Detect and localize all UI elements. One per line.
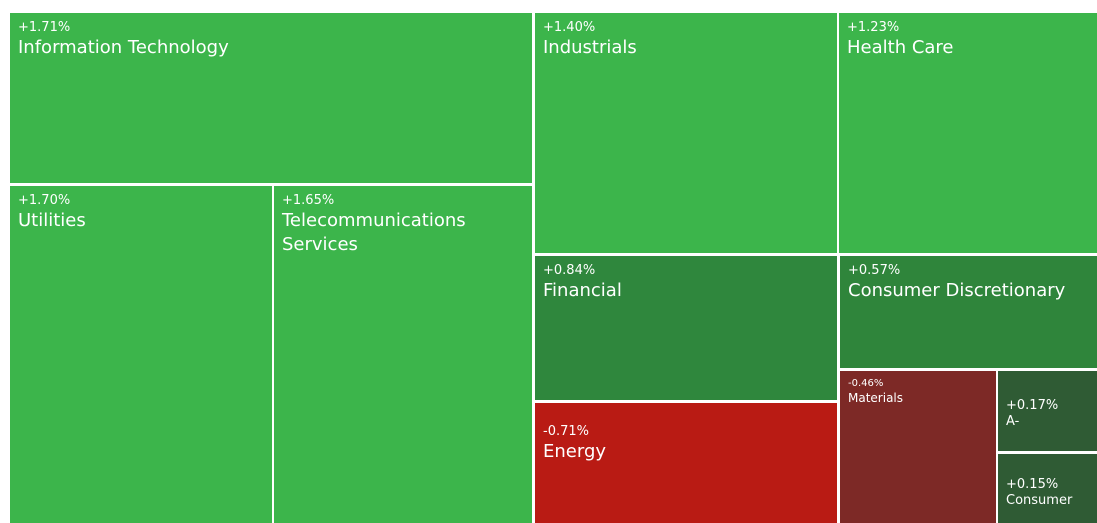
sector-change: +0.57% — [848, 263, 901, 278]
sector-name: Utilities — [18, 210, 86, 231]
sector-change: -0.71% — [543, 424, 589, 439]
sector-name: Financial — [543, 280, 622, 301]
sector-tile[interactable]: +0.17% A- — [998, 371, 1097, 451]
sector-tile[interactable]: +1.65% Telecommunications Services — [274, 186, 532, 523]
sector-tile[interactable]: -0.71% Energy — [535, 403, 837, 523]
sector-tile[interactable]: +1.23% Health Care — [839, 13, 1097, 253]
sector-name: Information Technology — [18, 37, 229, 58]
sector-change: +0.17% — [1006, 398, 1059, 413]
sector-tile[interactable]: +0.84% Financial — [535, 256, 837, 400]
sector-tile[interactable]: +1.70% Utilities — [10, 186, 272, 523]
sector-name: Energy — [543, 441, 607, 462]
sector-name: Telecommunications Services — [282, 210, 466, 255]
sector-tile[interactable]: +0.57% Consumer Discretionary — [840, 256, 1097, 368]
sector-name: A- — [1006, 414, 1020, 429]
sector-name: Health Care — [847, 37, 954, 58]
sector-change: +0.15% — [1006, 477, 1059, 492]
sector-tile[interactable]: +0.15% Consumer — [998, 454, 1097, 523]
sector-change: -0.46% — [848, 378, 884, 389]
sector-change: +1.40% — [543, 20, 596, 35]
sector-change: +0.84% — [543, 263, 596, 278]
sector-name: Industrials — [543, 37, 637, 58]
sector-change: +1.70% — [18, 193, 71, 208]
sector-change: +1.23% — [847, 20, 900, 35]
sector-tile[interactable]: -0.46% Materials — [840, 371, 996, 523]
sector-tile[interactable]: +1.40% Industrials — [535, 13, 837, 253]
sector-tile[interactable]: +1.71% Information Technology — [10, 13, 532, 183]
sector-change: +1.65% — [282, 193, 335, 208]
sector-name: Materials — [848, 391, 904, 405]
sector-change: +1.71% — [18, 20, 71, 35]
sector-name: Consumer — [1006, 493, 1073, 508]
sector-name: Consumer Discretionary — [848, 280, 1066, 301]
